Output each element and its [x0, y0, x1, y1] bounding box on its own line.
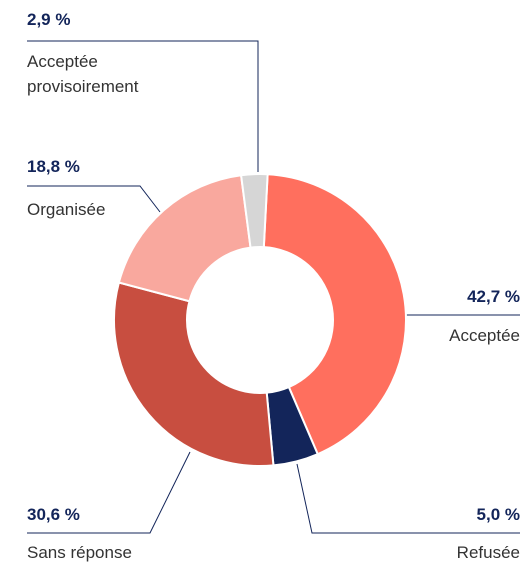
- category-label: Acceptée provisoirement: [27, 52, 139, 96]
- donut-slice: [113, 281, 275, 467]
- value-label: 30,6 %: [27, 505, 80, 524]
- value-label: 5,0 %: [476, 505, 520, 524]
- category-label: Acceptée: [449, 326, 520, 345]
- donut-slice: [239, 173, 269, 249]
- value-label: 42,7 %: [467, 287, 520, 306]
- donut-slice: [262, 173, 407, 456]
- donut-slice: [117, 174, 252, 303]
- category-label: Sans réponse: [27, 543, 132, 562]
- leader-line: [27, 185, 161, 213]
- value-label: 2,9 %: [27, 10, 71, 29]
- value-label: 18,8 %: [27, 157, 80, 176]
- category-label: Refusée: [456, 543, 520, 562]
- leader-lines: [27, 40, 520, 534]
- leader-line: [296, 463, 520, 534]
- leader-line: [27, 40, 259, 172]
- category-label: Organisée: [27, 200, 106, 219]
- leader-line: [27, 451, 191, 534]
